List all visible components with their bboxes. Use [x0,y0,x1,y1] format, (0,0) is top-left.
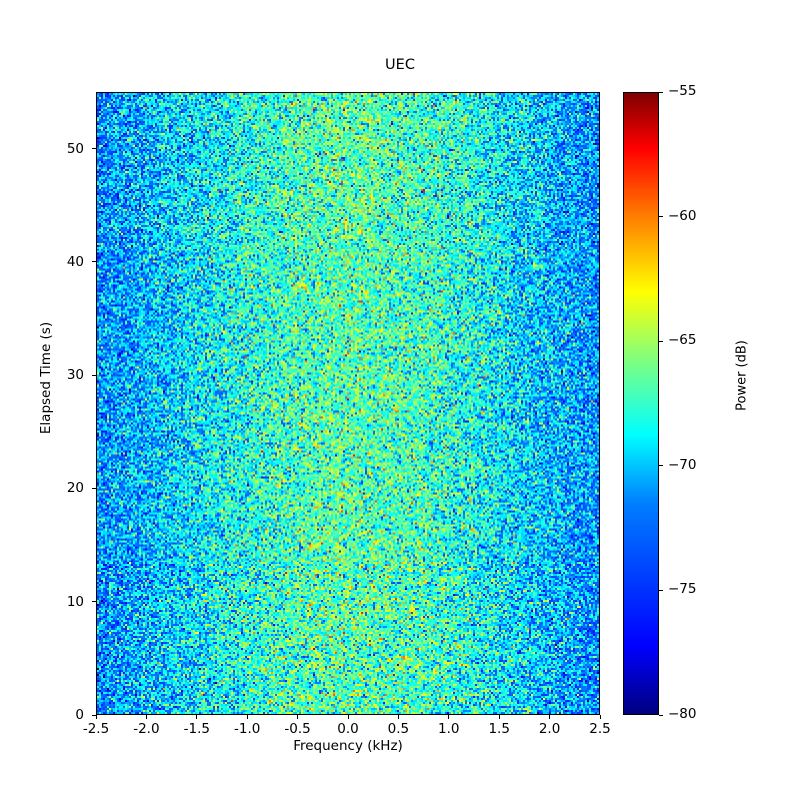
colorbar-tick-label: −60 [668,207,697,224]
y-tick-label: 50 [66,140,84,157]
colorbar-tick-label: −80 [668,706,697,722]
y-tick-label: 20 [66,480,84,497]
x-tick-label: -1.0 [234,721,261,737]
colorbar-tick-mark [659,216,663,218]
y-tick-mark [92,261,96,263]
title-line-station: UEC [385,57,415,73]
y-tick-label: 40 [66,253,84,270]
x-tick-label: 2.5 [589,721,611,737]
x-tick-mark [95,715,97,719]
colorbar [623,92,659,715]
x-tick-mark [397,715,399,719]
x-tick-label: -0.5 [284,721,311,737]
colorbar-tick-label: −55 [668,83,697,99]
x-tick-mark [297,715,299,719]
x-tick-label: 1.5 [488,721,510,737]
y-tick-label: 30 [66,367,84,384]
y-axis-label: Elapsed Time (s) [38,321,54,435]
x-tick-mark [196,715,198,719]
colorbar-tick-label: −75 [668,581,697,598]
x-tick-mark [599,715,601,719]
x-tick-label: -2.5 [82,721,110,737]
x-tick-mark [145,715,147,719]
colorbar-tick-mark [659,465,663,467]
x-tick-label: 0.0 [337,721,359,737]
x-tick-label: -2.0 [133,721,160,737]
x-tick-mark [498,715,500,719]
y-tick-mark [92,487,96,489]
x-tick-label: 2.0 [538,721,561,737]
colorbar-tick-mark [659,91,663,93]
y-tick-label: 10 [66,593,84,610]
y-tick-mark [92,714,96,716]
y-tick-mark [92,148,96,150]
x-tick-label: -1.5 [183,721,210,737]
colorbar-tick-mark [659,340,663,342]
x-tick-mark [246,715,248,719]
y-tick-mark [92,601,96,603]
colorbar-tick-mark [659,714,663,716]
colorbar-label: Power (dB) [734,340,750,411]
x-tick-mark [347,715,349,719]
spectrogram-image [97,93,599,714]
x-tick-label: 1.0 [438,721,460,737]
colorbar-tick-label: −70 [668,456,697,473]
y-tick-mark [92,374,96,376]
colorbar-tick-mark [659,589,663,591]
x-tick-label: 0.5 [387,721,410,737]
x-tick-mark [448,715,450,719]
x-axis-label: Frequency (kHz) [293,738,403,754]
x-tick-mark [549,715,551,719]
y-tick-label: 0 [75,707,84,723]
colorbar-tick-label: −65 [668,332,697,349]
spectrogram-plot-area [96,92,600,715]
